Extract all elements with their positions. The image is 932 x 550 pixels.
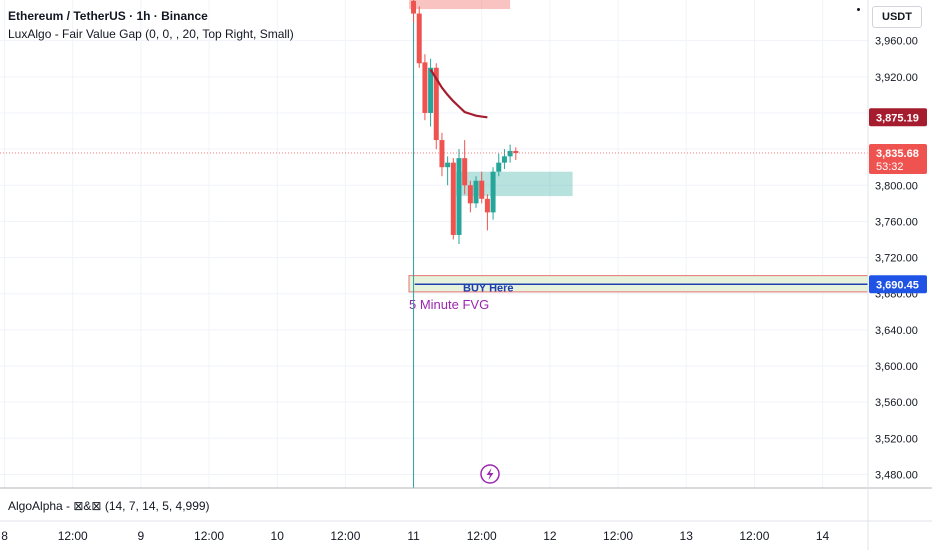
candle-1[interactable] xyxy=(416,6,422,68)
candle-body xyxy=(490,171,496,213)
time-tick-label: 13 xyxy=(680,529,694,543)
current-price-badge-bg xyxy=(869,144,927,175)
time-tick-label: 12:00 xyxy=(58,529,88,543)
candle-6[interactable] xyxy=(445,156,451,186)
fvg-zone-label: 5 Minute FVG xyxy=(409,297,489,312)
candle-3[interactable] xyxy=(428,58,434,127)
candle-17[interactable] xyxy=(507,144,513,163)
time-tick-label: 9 xyxy=(138,529,145,543)
price-tick-label: 3,480.00 xyxy=(875,469,918,481)
price-tick-label: 3,760.00 xyxy=(875,216,918,228)
buy-price-badge-bg xyxy=(869,275,927,294)
candle-body xyxy=(450,162,456,235)
price-tick-label: 3,560.00 xyxy=(875,397,918,409)
more-dot-icon[interactable] xyxy=(857,8,860,11)
time-tick-label: 12:00 xyxy=(330,529,360,543)
symbol-title[interactable]: Ethereum / TetherUS · 1h · Binance xyxy=(8,9,208,23)
candle-body xyxy=(507,150,513,157)
candle-body xyxy=(496,162,502,172)
time-tick-label: 8 xyxy=(1,529,8,543)
price-tick-label: 3,640.00 xyxy=(875,325,918,337)
fvg-zones: 5 Minute FVG xyxy=(408,0,869,312)
current-price-badge-countdown: 53:32 xyxy=(876,161,904,173)
candle-body xyxy=(428,67,434,113)
candle-11[interactable] xyxy=(473,176,479,208)
time-tick-label: 12 xyxy=(543,529,557,543)
ma-price-badge-value: 3,875.19 xyxy=(876,112,919,124)
candle-9[interactable] xyxy=(462,140,468,195)
candle-body xyxy=(484,198,490,213)
candle-body xyxy=(513,150,519,154)
price-tick-label: 3,920.00 xyxy=(875,72,918,84)
candle-body xyxy=(422,62,428,113)
time-tick-label: 11 xyxy=(407,529,420,543)
buy-price-badge: 3,690.45 xyxy=(869,275,927,294)
time-tick-label: 12:00 xyxy=(194,529,224,543)
candle-13[interactable] xyxy=(484,194,490,231)
candle-0[interactable] xyxy=(411,0,417,23)
candle-5[interactable] xyxy=(439,132,445,177)
buy-line-label: BUY Here xyxy=(463,282,514,294)
candle-7[interactable] xyxy=(450,158,456,240)
candle-body xyxy=(445,162,451,168)
price-tick-label: 3,520.00 xyxy=(875,433,918,445)
price-tick-label: 3,600.00 xyxy=(875,361,918,373)
candle-body xyxy=(479,180,485,199)
price-axis[interactable]: 3,960.003,920.003,880.003,840.003,800.00… xyxy=(867,0,927,550)
buy-price-badge-value: 3,690.45 xyxy=(876,279,919,291)
lightning-icon[interactable] xyxy=(480,464,500,484)
price-tick-label: 3,960.00 xyxy=(875,36,918,48)
candle-15[interactable] xyxy=(496,153,502,177)
fvg-zone-2 xyxy=(409,0,511,10)
time-tick-label: 12:00 xyxy=(467,529,497,543)
candles[interactable] xyxy=(411,0,519,244)
candle-14[interactable] xyxy=(490,167,496,220)
candle-body xyxy=(433,67,439,141)
candle-body xyxy=(462,158,468,186)
chart-grid xyxy=(0,0,868,488)
ma-price-badge-bg xyxy=(869,108,927,127)
candle-body xyxy=(439,140,445,168)
lower-pane-indicator-title[interactable]: AlgoAlpha - ⊠&⊠ (14, 7, 14, 5, 4,999) xyxy=(8,499,210,513)
candle-18[interactable] xyxy=(513,147,519,160)
price-tick-label: 3,720.00 xyxy=(875,253,918,265)
indicator-title[interactable]: LuxAlgo - Fair Value Gap (0, 0, , 20, To… xyxy=(8,27,294,41)
time-axis[interactable]: 8 12:00 9 12:00 10 12:00 11 12:00 12 12:00 13 12:00… xyxy=(1,529,829,543)
ma-price-badge: 3,875.19 xyxy=(869,108,927,127)
candle-10[interactable] xyxy=(467,180,473,213)
candle-body xyxy=(411,0,417,14)
lightning-icon-glyph xyxy=(486,468,494,480)
chart-overlays: BUY Here xyxy=(0,152,932,522)
candle-body xyxy=(416,13,422,64)
price-tick-label: 3,800.00 xyxy=(875,180,918,192)
candle-body xyxy=(467,185,473,204)
time-tick-label: 12:00 xyxy=(739,529,769,543)
candle-body xyxy=(501,156,507,163)
time-tick-label: 14 xyxy=(816,529,830,543)
candle-12[interactable] xyxy=(479,171,485,204)
candle-body xyxy=(473,180,479,204)
moving-average xyxy=(429,68,488,119)
candle-16[interactable] xyxy=(501,149,507,169)
time-tick-label: 10 xyxy=(271,529,285,543)
candle-8[interactable] xyxy=(456,149,462,244)
currency-badge[interactable]: USDT xyxy=(872,6,922,28)
candle-2[interactable] xyxy=(422,54,428,121)
moving-average-line xyxy=(429,68,488,119)
time-tick-label: 12:00 xyxy=(603,529,633,543)
candle-body xyxy=(456,158,462,235)
current-price-badge-value: 3,835.68 xyxy=(876,148,919,160)
